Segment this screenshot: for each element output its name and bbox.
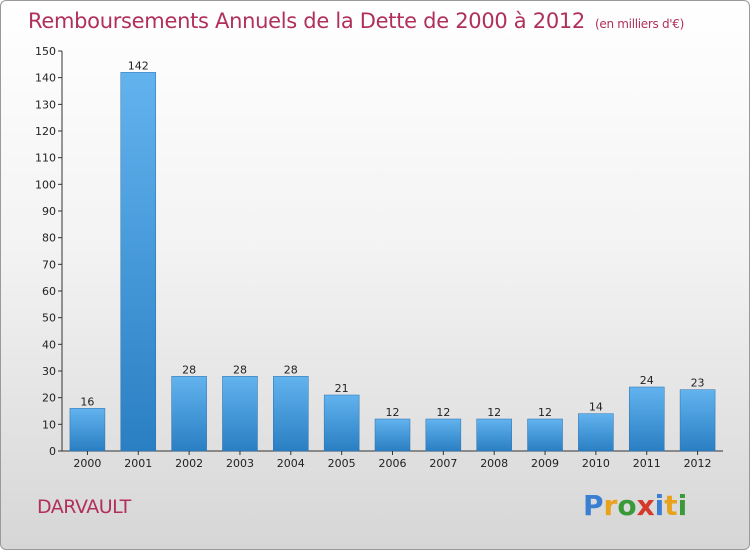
x-tick-label: 2009 bbox=[531, 457, 559, 470]
bar-value-label: 14 bbox=[589, 401, 603, 414]
y-tick-label: 50 bbox=[42, 312, 56, 325]
x-tick-label: 2003 bbox=[226, 457, 254, 470]
logo-letter: x bbox=[636, 489, 655, 522]
x-tick-label: 2007 bbox=[429, 457, 457, 470]
bar bbox=[374, 418, 411, 452]
y-tick-label: 40 bbox=[42, 338, 56, 351]
bar bbox=[425, 418, 462, 452]
bar bbox=[120, 72, 157, 452]
logo-letter: P bbox=[583, 489, 604, 522]
y-tick-label: 100 bbox=[35, 178, 56, 191]
bar-value-label: 28 bbox=[284, 363, 298, 376]
y-tick-label: 150 bbox=[35, 45, 56, 58]
logo-letter: i bbox=[677, 489, 688, 522]
bar bbox=[323, 394, 360, 452]
x-tick-label: 2001 bbox=[124, 457, 152, 470]
x-tick-label: 2006 bbox=[379, 457, 407, 470]
x-tick-label: 2012 bbox=[684, 457, 712, 470]
y-tick-label: 90 bbox=[42, 205, 56, 218]
commune-name: DARVAULT bbox=[37, 496, 131, 518]
bar-value-label: 21 bbox=[335, 382, 349, 395]
bar-value-label: 28 bbox=[182, 363, 196, 376]
bar-value-label: 24 bbox=[640, 374, 654, 387]
logo-letter: t bbox=[664, 489, 678, 522]
y-tick-label: 30 bbox=[42, 365, 56, 378]
y-tick-label: 120 bbox=[35, 125, 56, 138]
proxiti-logo: Proxiti bbox=[583, 489, 687, 522]
chart-subtitle: (en milliers d'€) bbox=[595, 17, 685, 31]
bar-value-label: 12 bbox=[538, 406, 552, 419]
logo-letter: r bbox=[603, 489, 618, 522]
x-tick-label: 2008 bbox=[480, 457, 508, 470]
logo-letter: i bbox=[654, 489, 665, 522]
bar-value-label: 16 bbox=[80, 395, 94, 408]
y-tick-label: 80 bbox=[42, 232, 56, 245]
y-tick-label: 60 bbox=[42, 285, 56, 298]
bar bbox=[628, 386, 665, 452]
chart-title-text: Remboursements Annuels de la Dette de 20… bbox=[28, 9, 585, 33]
bar bbox=[171, 376, 207, 452]
y-tick-label: 10 bbox=[42, 418, 56, 431]
x-tick-label: 2000 bbox=[73, 457, 101, 470]
bar bbox=[527, 418, 563, 452]
bar-value-label: 142 bbox=[128, 59, 149, 72]
bar-value-label: 28 bbox=[233, 363, 247, 376]
x-tick-label: 2004 bbox=[277, 457, 305, 470]
bar bbox=[69, 408, 106, 452]
y-tick-label: 140 bbox=[35, 72, 56, 85]
y-tick-label: 70 bbox=[42, 258, 56, 271]
bar bbox=[679, 389, 716, 452]
bar-value-label: 23 bbox=[691, 377, 705, 390]
x-tick-label: 2002 bbox=[175, 457, 203, 470]
y-tick-label: 0 bbox=[49, 445, 56, 458]
x-tick-label: 2005 bbox=[328, 457, 356, 470]
bar bbox=[476, 418, 512, 452]
bar-value-label: 12 bbox=[487, 406, 501, 419]
bar bbox=[222, 376, 258, 452]
x-tick-label: 2011 bbox=[633, 457, 661, 470]
y-tick-label: 130 bbox=[35, 98, 56, 111]
bar bbox=[273, 376, 309, 452]
y-tick-label: 110 bbox=[35, 152, 56, 165]
bar bbox=[578, 413, 614, 452]
bar-value-label: 12 bbox=[386, 406, 400, 419]
y-tick-label: 20 bbox=[42, 392, 56, 405]
bar-value-label: 12 bbox=[436, 406, 450, 419]
chart-title: Remboursements Annuels de la Dette de 20… bbox=[28, 9, 684, 33]
x-tick-label: 2010 bbox=[582, 457, 610, 470]
logo-letter: o bbox=[617, 489, 637, 522]
